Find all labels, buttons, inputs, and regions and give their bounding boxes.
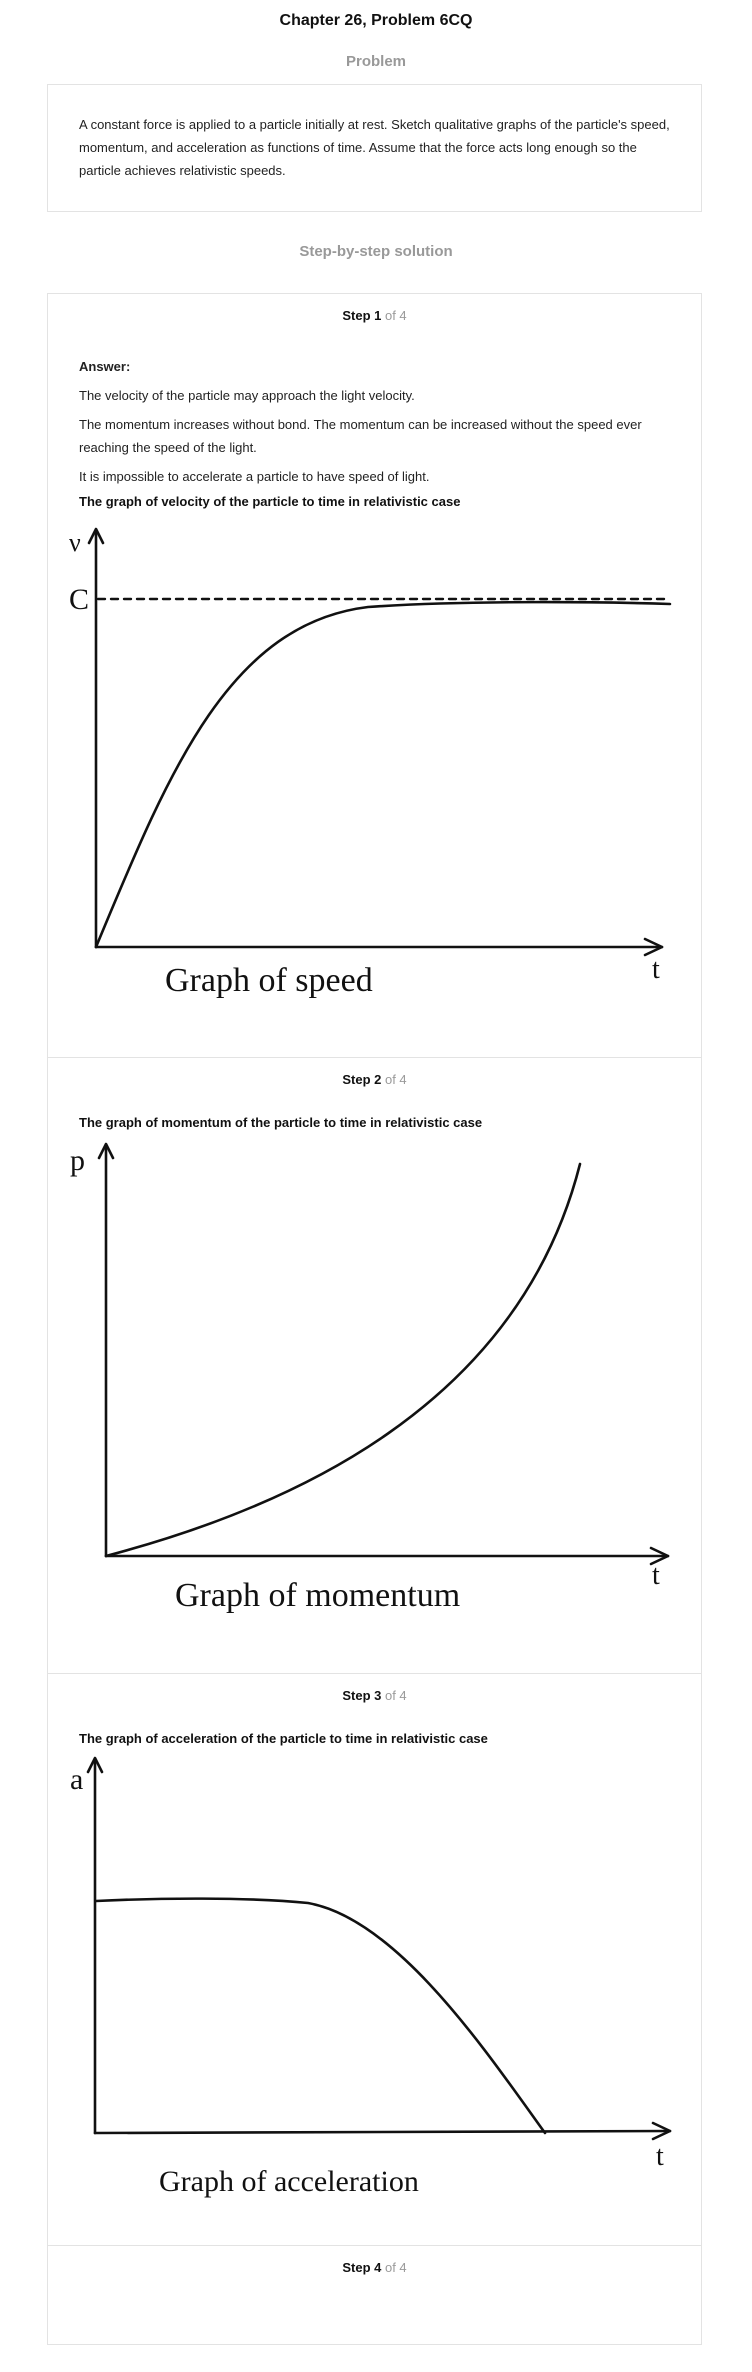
acceleration-graph: a t Graph of acceleration — [70, 1756, 672, 2198]
step-2: Step 2 of 4 The graph of momentum of the… — [48, 1058, 701, 1674]
step-1-label: Step 1 — [342, 308, 382, 323]
step-4-label: Step 4 — [342, 2260, 382, 2275]
answer-line-3: It is impossible to accelerate a particl… — [79, 469, 430, 484]
answer-label: Answer: — [79, 359, 131, 374]
acceleration-curve — [94, 1897, 547, 2135]
step-2-header: Step 2 of 4 — [48, 1072, 701, 1087]
answer-line-2: The momentum increases without bond. The… — [79, 417, 642, 455]
step-2-label: Step 2 — [342, 1072, 382, 1087]
momentum-y-arrowhead — [97, 1142, 115, 1160]
step-3: Step 3 of 4 The graph of acceleration of… — [48, 1674, 701, 2246]
acceleration-graph-title: Graph of acceleration — [159, 2165, 419, 2198]
speed-y-label: ν — [69, 528, 81, 557]
step-3-header: Step 3 of 4 — [48, 1688, 701, 1703]
step-4-count: of 4 — [381, 2260, 407, 2275]
momentum-x-arrowhead — [649, 1546, 670, 1566]
speed-limit-label: C — [69, 583, 89, 616]
speed-x-arrowhead — [643, 937, 664, 957]
step-3-count: of 4 — [381, 1688, 407, 1703]
momentum-curve — [104, 1162, 582, 1558]
speed-x-label: t — [652, 954, 660, 985]
speed-curve — [94, 600, 672, 949]
step-4-header: Step 4 of 4 — [48, 2260, 701, 2275]
solution-box: Step 1 of 4 Answer: The velocity of the … — [47, 293, 702, 2345]
step-1-header: Step 1 of 4 — [48, 308, 701, 323]
problem-box: A constant force is applied to a particl… — [47, 84, 702, 212]
step-2-caption: The graph of momentum of the particle to… — [79, 1115, 483, 1130]
momentum-y-label: p — [70, 1144, 85, 1177]
answer-line-1: The velocity of the particle may approac… — [79, 388, 415, 403]
speed-graph: ν C t Graph of speed — [69, 527, 672, 999]
step-4: Step 4 of 4 — [48, 2246, 701, 2344]
acceleration-y-label: a — [70, 1763, 83, 1796]
momentum-graph: p t Graph of momentum — [70, 1142, 670, 1614]
problem-text: A constant force is applied to a particl… — [79, 117, 670, 178]
step-3-caption: The graph of acceleration of the particl… — [79, 1731, 488, 1746]
step-1-caption: The graph of velocity of the particle to… — [79, 494, 461, 509]
acceleration-x-label: t — [656, 2141, 664, 2172]
speed-graph-title: Graph of speed — [165, 962, 373, 999]
page-title: Chapter 26, Problem 6CQ — [279, 12, 473, 29]
momentum-x-label: t — [652, 1560, 660, 1591]
step-1: Step 1 of 4 Answer: The velocity of the … — [48, 294, 701, 1058]
step-1-count: of 4 — [381, 308, 407, 323]
acceleration-y-arrowhead — [86, 1756, 104, 1774]
speed-y-arrowhead — [87, 527, 105, 545]
solution-heading: Step-by-step solution — [299, 243, 453, 260]
momentum-graph-title: Graph of momentum — [175, 1577, 460, 1614]
step-3-label: Step 3 — [342, 1688, 382, 1703]
step-2-count: of 4 — [381, 1072, 407, 1087]
problem-heading: Problem — [345, 53, 406, 70]
acceleration-x-axis — [93, 2129, 672, 2135]
acceleration-x-arrowhead — [651, 2121, 672, 2141]
